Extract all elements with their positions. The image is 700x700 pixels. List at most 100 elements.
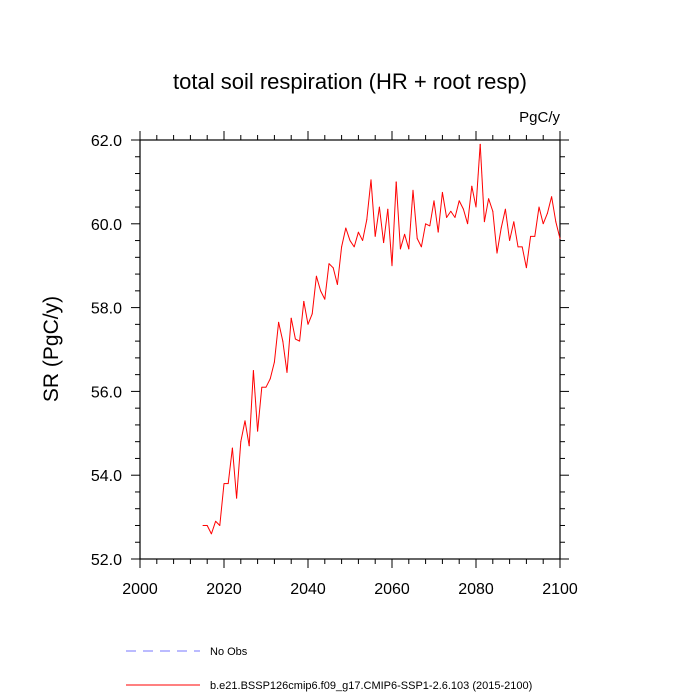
legend: No Obs b.e21.BSSP126cmip6.f09_g17.CMIP6-S… (126, 646, 532, 692)
series-segment (458, 200, 464, 210)
data-point (437, 231, 439, 233)
data-point (303, 300, 305, 302)
y-tick-label: 52.0 (91, 552, 122, 569)
data-point (202, 524, 204, 526)
series-segment (416, 238, 422, 248)
series-segment (446, 210, 452, 218)
data-point (504, 208, 506, 210)
data-point (467, 223, 469, 225)
data-point (240, 441, 242, 443)
series-segment (269, 361, 275, 379)
y-tick-label: 60.0 (91, 217, 122, 234)
series-segment (231, 447, 238, 499)
data-point (391, 265, 393, 267)
series-segment (475, 144, 481, 208)
series-segment (299, 301, 305, 342)
data-point (332, 267, 334, 269)
data-point (282, 340, 284, 342)
x-tick-label: 2040 (290, 581, 326, 598)
series-segment (353, 232, 359, 247)
series-segment (383, 209, 389, 243)
series-segment (500, 209, 506, 229)
series-segment (454, 200, 460, 218)
series-segment (332, 267, 338, 285)
data-point (517, 246, 519, 248)
data-point (210, 533, 212, 535)
series-segment (349, 240, 355, 248)
series-segment (525, 236, 532, 268)
data-point (383, 242, 385, 244)
y-tick-label: 58.0 (91, 301, 122, 318)
data-point (269, 378, 271, 380)
data-point (278, 321, 280, 323)
data-point (404, 233, 406, 235)
data-point (441, 191, 443, 193)
series-segment (236, 441, 242, 499)
series-segment (404, 234, 410, 250)
data-point (433, 200, 435, 202)
y-axis-label: SR (PgC/y) (40, 296, 63, 402)
series-segment (546, 196, 553, 214)
series-segment (252, 370, 259, 432)
series-line (202, 143, 561, 535)
x-tick-label: 2020 (206, 581, 242, 598)
data-point (492, 210, 494, 212)
data-point (370, 179, 372, 181)
series-segment (378, 206, 385, 243)
data-point (219, 524, 221, 526)
data-point (454, 217, 456, 219)
y-tick-label: 54.0 (91, 468, 122, 485)
x-tick-label: 2060 (374, 581, 410, 598)
data-point (328, 263, 330, 265)
data-point (412, 189, 414, 191)
data-point (538, 206, 540, 208)
series-segment (257, 387, 263, 432)
data-point (299, 340, 301, 342)
series-segment (467, 186, 473, 224)
series-segment (488, 198, 494, 212)
data-point (408, 248, 410, 250)
data-point (509, 240, 511, 242)
data-point (462, 208, 464, 210)
series-segment (504, 209, 511, 241)
series-segment (273, 322, 280, 363)
series-segment (408, 190, 414, 249)
data-point (248, 445, 250, 447)
series-segment (496, 227, 502, 254)
series-segment (483, 198, 490, 222)
data-point (273, 361, 275, 363)
data-point (307, 323, 309, 325)
data-point (525, 267, 527, 269)
series-segment (420, 223, 427, 247)
data-point (395, 181, 397, 183)
data-point (475, 206, 477, 208)
legend-label: b.e21.BSSP126cmip6.f09_g17.CMIP6-SSP1-2.… (210, 680, 532, 692)
series-segment (282, 341, 288, 373)
series-segment (311, 276, 317, 314)
units-label: PgC/y (519, 109, 560, 126)
data-point (416, 237, 418, 239)
series-segment (366, 179, 372, 220)
data-point (261, 386, 263, 388)
data-point (215, 520, 217, 522)
series-segment (399, 234, 406, 250)
series-segment (441, 192, 448, 218)
chart-title: total soil respiration (HR + root resp) (173, 69, 527, 94)
data-point (450, 210, 452, 212)
data-point (542, 223, 544, 225)
data-point (534, 235, 536, 237)
data-point (546, 212, 548, 214)
data-point (353, 246, 355, 248)
series-segment (412, 190, 418, 239)
series-segment (391, 181, 397, 266)
data-point (399, 248, 401, 250)
series-segment (290, 317, 296, 340)
data-point (294, 338, 296, 340)
data-point (500, 227, 502, 229)
series-segment (206, 525, 212, 535)
series-segment (374, 206, 380, 237)
data-point (488, 198, 490, 200)
series-segment (425, 223, 431, 227)
series-segment (551, 196, 557, 222)
data-point (374, 235, 376, 237)
